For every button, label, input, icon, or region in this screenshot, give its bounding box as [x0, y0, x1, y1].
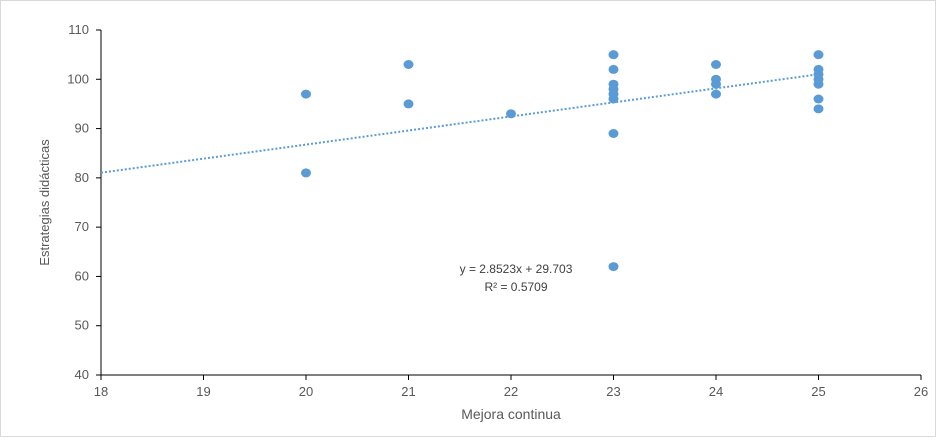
x-tick-label: 19	[196, 384, 210, 399]
data-point	[813, 79, 824, 89]
data-point	[711, 60, 721, 69]
y-tick-label: 60	[75, 268, 89, 283]
x-tick-label: 20	[299, 384, 313, 399]
data-point	[711, 79, 721, 89]
x-tick-label: 23	[606, 384, 620, 399]
data-point	[813, 50, 824, 60]
trendline-equation: y = 2.8523x + 29.703	[460, 262, 573, 276]
y-tick-label: 70	[75, 219, 89, 234]
x-tick-label: 18	[94, 384, 108, 399]
data-point	[506, 109, 516, 119]
data-point	[608, 50, 619, 60]
data-point	[301, 89, 311, 99]
y-tick-label: 40	[75, 367, 89, 382]
x-tick-label: 22	[504, 384, 518, 399]
data-point	[813, 94, 824, 104]
data-points	[301, 50, 824, 272]
data-point	[608, 64, 619, 74]
y-tick-label: 50	[75, 318, 89, 333]
trendline-r2: R² = 0.5709	[484, 280, 547, 294]
x-tick-label: 25	[811, 384, 825, 399]
x-axis-title: Mejora continua	[461, 406, 561, 422]
y-axis-title: Estrategias didácticas	[37, 139, 52, 266]
x-tick-label: 21	[401, 384, 415, 399]
data-point	[711, 89, 721, 99]
y-tick-label: 110	[68, 22, 89, 37]
data-point	[403, 99, 414, 109]
y-tick-label: 80	[75, 170, 89, 185]
axes: 40 50 60 70 80 90 100 110 18 19 20 21 22 23 24 25 26	[67, 22, 928, 399]
data-point	[813, 104, 824, 114]
data-point	[403, 60, 414, 69]
x-tick-label: 26	[914, 384, 928, 399]
trendline-group	[100, 73, 819, 174]
data-point	[301, 168, 311, 178]
x-tick-label: 24	[709, 384, 723, 399]
data-point	[608, 94, 619, 104]
y-tick-label: 100	[67, 71, 89, 86]
y-tick-label: 90	[75, 121, 89, 136]
trendline	[100, 73, 819, 174]
data-point	[608, 262, 619, 272]
data-point	[608, 129, 619, 138]
